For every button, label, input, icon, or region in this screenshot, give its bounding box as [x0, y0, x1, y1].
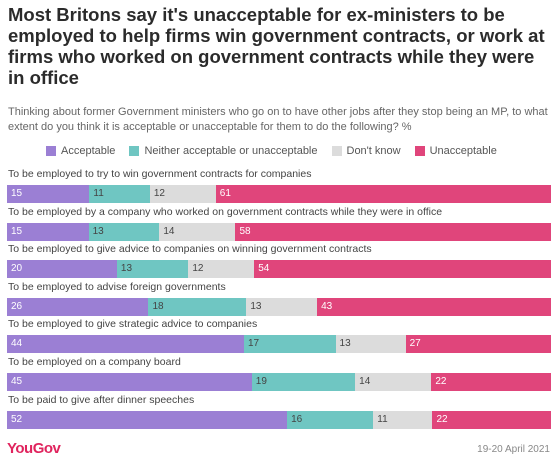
bar-segment-acceptable: 45	[7, 373, 252, 391]
bar-segment-acceptable: 15	[7, 222, 89, 241]
data-label: 11	[377, 413, 388, 425]
data-label: 45	[11, 376, 23, 387]
data-label: 52	[11, 413, 23, 425]
fieldwork-date: 19-20 April 2021	[477, 444, 550, 455]
data-label: 16	[291, 413, 303, 425]
stacked-bar: 15 11 12 61	[7, 185, 551, 203]
bar-segment-dont_know: 13	[246, 297, 318, 316]
legend-label-unacceptable: Unacceptable	[429, 145, 497, 157]
stacked-bar: 45 19 14 22	[7, 373, 551, 391]
bar-segment-neither: 13	[88, 222, 160, 241]
legend-label-acceptable: Acceptable	[61, 145, 116, 157]
bar-segment-acceptable: 52	[7, 410, 288, 429]
data-label: 15	[11, 188, 23, 199]
row-label: To be employed to give advice to compani…	[8, 243, 372, 256]
bar-segment-acceptable: 26	[7, 297, 149, 316]
bar-segment-unacceptable: 22	[432, 410, 551, 429]
legend-label-neither: Neither acceptable or unacceptable	[144, 145, 318, 157]
data-label: 14	[359, 376, 371, 387]
data-label: 14	[163, 225, 175, 237]
row-label: To be employed to advise foreign governm…	[8, 280, 226, 293]
bar-segment-dont_know: 11	[373, 410, 433, 429]
legend-swatch-unacceptable	[414, 146, 425, 156]
bar-segment-unacceptable: 54	[254, 260, 551, 279]
data-label: 18	[152, 300, 164, 312]
row-label: To be employed by a company who worked o…	[8, 205, 443, 218]
data-label: 27	[409, 338, 421, 350]
data-label: 13	[250, 300, 262, 312]
data-label: 58	[239, 225, 251, 237]
bar-segment-neither: 18	[148, 297, 247, 316]
data-label: 12	[192, 263, 204, 275]
bar-segment-dont_know: 14	[159, 222, 236, 241]
bar-segment-acceptable: 44	[7, 335, 244, 354]
data-label: 12	[153, 188, 165, 199]
legend-label-dont-know: Don't know	[346, 145, 401, 157]
data-label: 13	[120, 263, 133, 275]
data-label: 61	[219, 188, 231, 199]
data-label: 54	[258, 263, 270, 275]
legend-item-dont-know: Don't know	[331, 145, 401, 157]
bar-segment-dont_know: 12	[188, 260, 255, 279]
stacked-bar: 52 16 11 22	[7, 410, 551, 429]
stacked-bar: 15 13 14 58	[7, 222, 551, 241]
legend-swatch-acceptable	[46, 146, 56, 156]
bar-segment-unacceptable: 58	[235, 222, 551, 241]
stacked-bar: 20 13 12 54	[7, 260, 551, 279]
legend-item-acceptable: Acceptable	[46, 145, 115, 157]
data-label: 22	[436, 413, 448, 425]
bar-segment-unacceptable: 22	[431, 373, 551, 391]
bar-segment-unacceptable: 43	[317, 297, 551, 316]
data-label: 20	[11, 263, 23, 275]
bar-segment-neither: 16	[287, 410, 374, 429]
data-label: 13	[339, 338, 351, 350]
bar-segment-neither: 13	[116, 260, 189, 279]
legend-swatch-dont-know	[331, 146, 342, 156]
chart-title: Most Britons say it's unacceptable for e…	[8, 4, 545, 88]
bar-segment-dont_know: 13	[335, 335, 406, 354]
legend-swatch-neither	[129, 146, 140, 156]
data-label: 22	[435, 376, 447, 387]
data-label: 17	[247, 338, 260, 350]
bar-segment-dont_know: 12	[149, 185, 216, 203]
stacked-bar: 26 18 13 43	[7, 297, 551, 316]
bar-segment-acceptable: 15	[7, 185, 90, 203]
row-label: To be employed to try to win government …	[8, 168, 312, 180]
bar-segment-unacceptable: 61	[215, 185, 551, 203]
row-label: To be employed to give strategic advice …	[8, 318, 258, 331]
row-label: To be paid to give after dinner speeches	[8, 393, 195, 406]
legend: Acceptable Neither acceptable or unaccep…	[46, 145, 511, 157]
yougov-logo: YouGov	[7, 440, 61, 457]
data-label: 13	[92, 225, 104, 237]
chart-subtitle: Thinking about former Government ministe…	[8, 106, 548, 133]
bar-segment-neither: 11	[89, 185, 150, 203]
data-label: 11	[93, 188, 104, 199]
data-label: 43	[321, 300, 333, 312]
bar-segment-acceptable: 20	[7, 260, 117, 279]
row-label: To be employed on a company board	[8, 356, 181, 368]
stacked-bar: 44 17 13 27	[7, 335, 551, 354]
data-label: 15	[11, 225, 23, 237]
data-label: 19	[255, 376, 267, 387]
data-label: 26	[11, 300, 23, 312]
bar-segment-neither: 19	[251, 373, 356, 391]
legend-item-unacceptable: Unacceptable	[414, 145, 497, 157]
data-label: 44	[11, 338, 23, 350]
legend-item-neither: Neither acceptable or unacceptable	[129, 145, 318, 157]
bar-segment-neither: 17	[243, 335, 336, 354]
bar-segment-dont_know: 14	[355, 373, 432, 391]
bar-segment-unacceptable: 27	[405, 335, 551, 354]
